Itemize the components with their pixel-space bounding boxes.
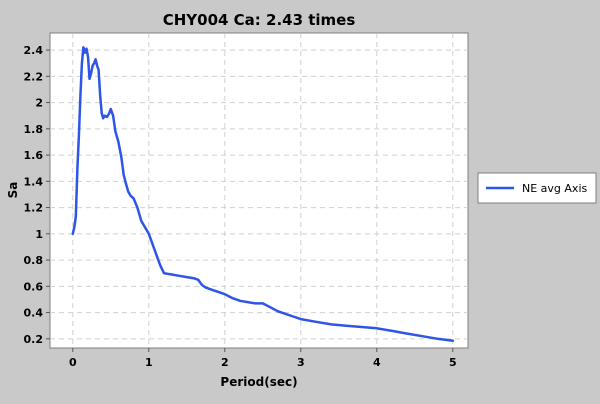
y-tick-label: 2.2 — [24, 70, 44, 83]
y-tick-label: 2 — [35, 97, 43, 110]
legend-entry-label: NE avg Axis — [522, 182, 587, 195]
x-tick-label: 0 — [69, 356, 77, 369]
chart-title: CHY004 Ca: 2.43 times — [163, 11, 356, 29]
x-tick-label: 2 — [221, 356, 229, 369]
plot-area — [49, 32, 469, 349]
y-tick-label: 2.4 — [24, 44, 44, 57]
y-tick-label: 1.2 — [24, 202, 44, 215]
series-line-ne-avg-axis — [71, 46, 455, 343]
tick-layer: 0 1 2 3 4 5 0.2 0.4 0.6 0.8 1 1.2 1.4 1.6 1.8 2 2.2 2.4 — [24, 44, 457, 369]
y-tick-label: 0.4 — [24, 307, 44, 320]
y-axis-label: Sa — [6, 182, 20, 199]
y-tick-label: 0.2 — [24, 333, 44, 346]
y-tick-label: 0.6 — [24, 280, 44, 293]
x-tick-label: 3 — [297, 356, 305, 369]
y-tick-label: 1.6 — [24, 149, 44, 162]
y-tick-label: 0.8 — [24, 254, 44, 267]
grid-layer — [50, 33, 468, 348]
y-tick-label: 1 — [35, 228, 43, 241]
x-tick-label: 5 — [449, 356, 457, 369]
x-tick-label: 1 — [145, 356, 153, 369]
series-layer — [71, 46, 455, 343]
x-tick-label: 4 — [373, 356, 381, 369]
y-tick-label: 1.8 — [24, 123, 44, 136]
x-axis-label: Period(sec) — [220, 375, 297, 389]
y-tick-label: 1.4 — [24, 175, 44, 188]
legend: NE avg Axis — [477, 172, 597, 204]
